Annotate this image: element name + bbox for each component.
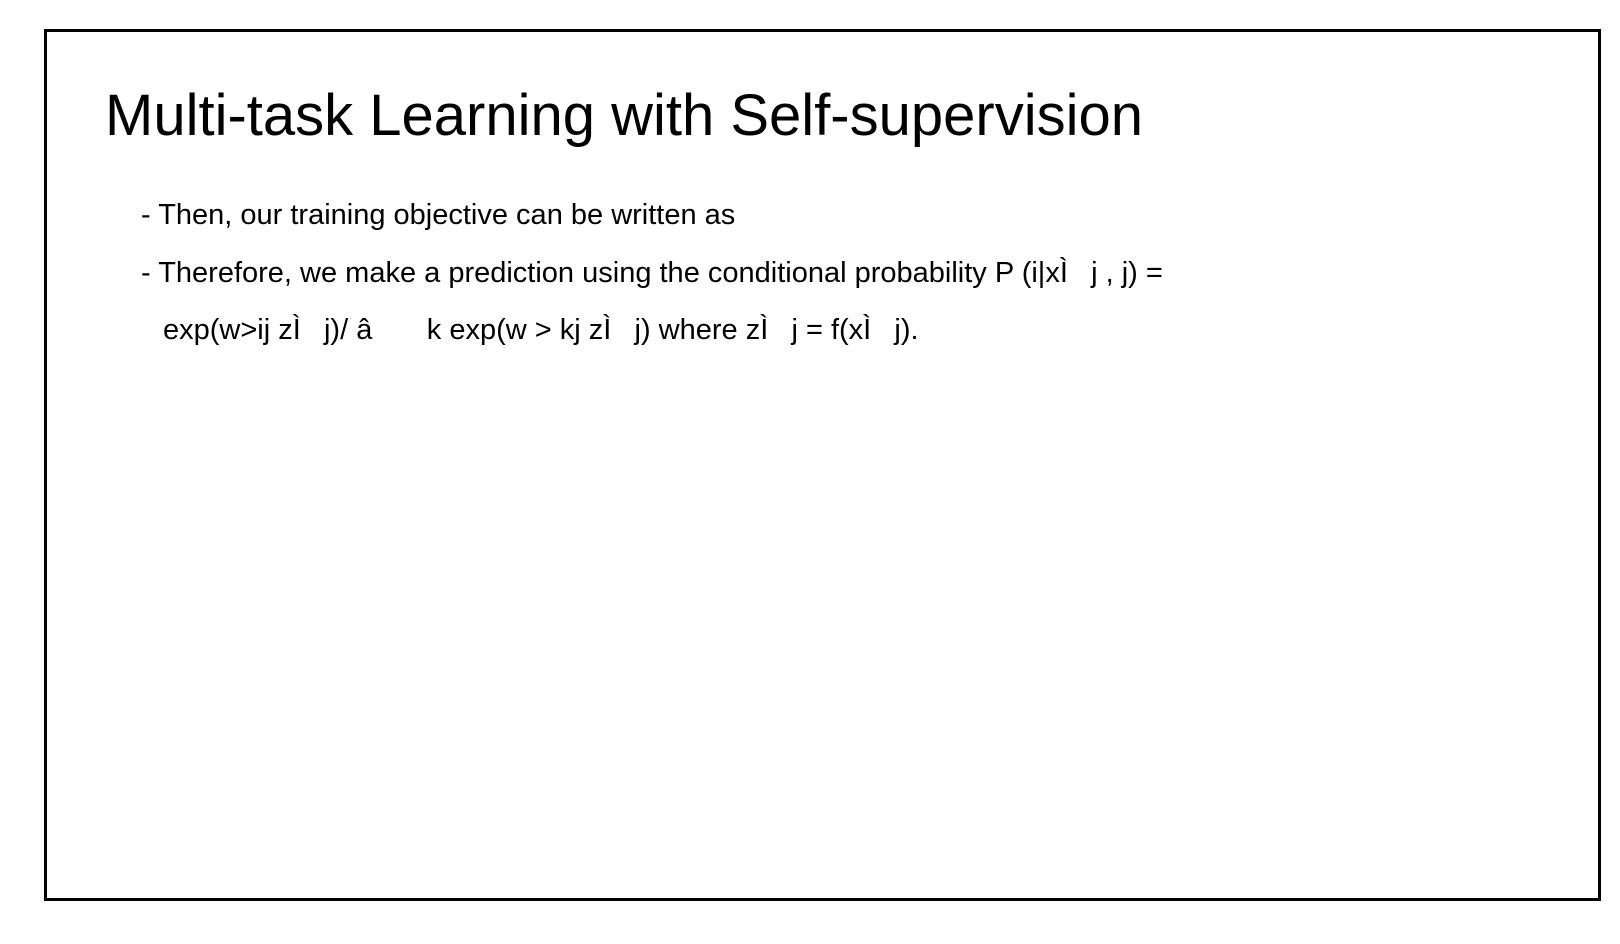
slide-frame: Multi-task Learning with Self-supervisio… [44,29,1601,901]
slide-title: Multi-task Learning with Self-supervisio… [105,83,1143,148]
bullet-line-prediction: - Therefore, we make a prediction using … [141,257,1163,289]
bullet-line-prediction-continued: exp(w>ij zÌj)/ â k exp(w > kj zÌj) w… [163,314,919,346]
bullet-line-training-objective: - Then, our training objective can be wr… [141,199,736,231]
